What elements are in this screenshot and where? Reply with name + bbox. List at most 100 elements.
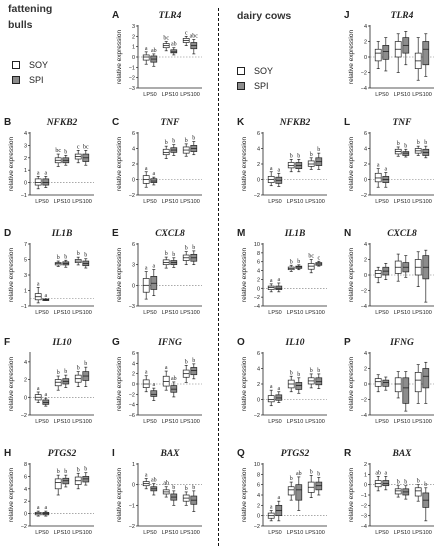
- sig-letter-g-lps0-soy: a: [145, 370, 148, 376]
- x-tick-label-b-2: LPS100: [72, 199, 92, 205]
- x-tick-label-d-2: LPS100: [72, 310, 92, 316]
- y-tick-label-m-3: 2: [257, 277, 260, 283]
- sig-letter-d-lps10-soy: b: [57, 255, 60, 261]
- y-tick-label-e-2: 3: [132, 263, 135, 269]
- panel-letter-j: J: [344, 10, 350, 21]
- sig-letter-d-lps0-spi: a: [44, 293, 47, 299]
- sig-letter-f-lps100-spi: b: [84, 361, 87, 367]
- box-a-lps10-spi: [170, 49, 178, 54]
- panel-title-f: IL10: [52, 338, 72, 348]
- y-tick-label-g-6: 6: [132, 351, 135, 357]
- y-axis-label-j: relative expression: [348, 30, 355, 85]
- group-title-line2: bulls: [8, 19, 33, 31]
- panel-title-b: NFKB2: [46, 118, 78, 128]
- sig-letter-l-lps100-spi: b: [424, 140, 427, 146]
- y-axis-label-l: relative expression: [348, 137, 355, 192]
- sig-letter-l-lps100-soy: b: [417, 140, 420, 146]
- panel-title-q: PTGS2: [281, 449, 310, 459]
- sig-letter-b-lps100-soy: c: [77, 144, 80, 150]
- y-axis-label-p: relative expression: [348, 357, 355, 412]
- sig-letter-d-lps100-soy: b: [77, 251, 80, 257]
- x-tick-label-p-2: LPS100: [412, 419, 432, 425]
- y-tick-label-a-3: 0: [132, 55, 135, 61]
- panel-letter-p: P: [344, 337, 351, 348]
- y-tick-label-r-1: −3: [361, 514, 367, 520]
- box-p-lps100-soy: [414, 372, 422, 393]
- sig-letter-h-lps100-spi: b: [84, 467, 87, 473]
- legend-label-spi: SPI: [254, 81, 269, 91]
- y-tick-label-h-4: 6: [24, 474, 27, 480]
- sig-letter-m-lps0-soy: a: [270, 278, 273, 284]
- y-tick-label-b-1: 0: [24, 181, 27, 187]
- y-tick-label-h-0: −2: [21, 524, 27, 530]
- y-tick-label-g-2: −2: [129, 392, 135, 398]
- panel-title-d: IL1B: [51, 229, 73, 239]
- y-tick-label-k-3: 4: [257, 147, 260, 153]
- sig-letter-h-lps0-spi: a: [44, 505, 47, 511]
- sig-letter-e-lps10-spi: b: [172, 252, 175, 258]
- x-tick-label-g-0: LPS0: [143, 419, 156, 425]
- sig-letter-r-lps10-spi: b: [404, 480, 407, 486]
- sig-letter-f-lps10-soy: b: [57, 370, 60, 376]
- panel-letter-h: H: [4, 448, 11, 459]
- y-axis-label-d: relative expression: [8, 248, 15, 303]
- sig-letter-h-lps10-spi: b: [64, 469, 67, 475]
- sig-letter-l-lps0-spi: a: [384, 167, 387, 173]
- y-tick-label-g-1: −4: [129, 403, 135, 409]
- y-axis-label-e: relative expression: [116, 248, 123, 303]
- y-tick-label-f-2: 2: [24, 378, 27, 384]
- y-tick-label-m-0: −4: [254, 304, 260, 310]
- y-axis-label-m: relative expression: [241, 248, 248, 303]
- box-f-lps0-spi: [42, 399, 50, 405]
- panel-letter-k: K: [237, 117, 245, 128]
- panel-title-c: TNF: [161, 118, 181, 128]
- box-a-lps0-soy: [142, 54, 150, 61]
- box-b-lps0-spi: [42, 178, 50, 186]
- y-tick-label-j-1: −2: [361, 71, 367, 77]
- sig-letter-o-lps10-soy: b: [290, 370, 293, 376]
- x-tick-label-k-2: LPS100: [305, 199, 325, 205]
- sig-letter-f-lps0-spi: a: [44, 392, 47, 398]
- panel-title-p: IFNG: [389, 338, 414, 348]
- y-tick-label-h-2: 2: [24, 499, 27, 505]
- y-tick-label-r-0: −4: [361, 524, 367, 530]
- y-axis-label-h: relative expression: [8, 468, 15, 523]
- y-tick-label-c-0: −2: [129, 193, 135, 199]
- panel-title-o: IL10: [285, 338, 305, 348]
- sig-letter-d-lps10-spi: b: [64, 254, 67, 260]
- x-tick-label-f-1: LPS10: [54, 419, 71, 425]
- panel-letter-m: M: [237, 228, 245, 239]
- panel-letter-i: I: [112, 448, 115, 459]
- legend-label-soy: SOY: [29, 60, 49, 70]
- sig-letter-k-lps0-spi: a: [277, 167, 280, 173]
- y-tick-label-h-3: 4: [24, 487, 27, 493]
- y-tick-label-i-3: 1: [132, 462, 135, 468]
- box-r-lps100-soy: [414, 487, 422, 497]
- panel-letter-b: B: [4, 117, 11, 128]
- y-tick-label-l-1: 0: [364, 178, 367, 184]
- sig-letter-k-lps10-soy: b: [290, 153, 293, 159]
- x-tick-label-j-1: LPS10: [394, 92, 411, 98]
- legend-swatch-soy: [237, 67, 245, 75]
- x-tick-label-a-2: LPS100: [180, 92, 200, 98]
- sig-letter-m-lps10-soy: b: [290, 259, 293, 265]
- y-tick-label-b-5: 4: [24, 131, 27, 137]
- y-tick-label-i-1: −1: [129, 503, 135, 509]
- panel-title-r: BAX: [391, 449, 412, 459]
- sig-letter-o-lps100-soy: b: [310, 368, 313, 374]
- y-tick-label-n-1: −2: [361, 289, 367, 295]
- box-m-lps0-spi: [275, 285, 283, 290]
- x-tick-label-f-0: LPS0: [35, 419, 48, 425]
- y-tick-label-l-3: 4: [364, 147, 367, 153]
- box-q-lps10-soy: [287, 486, 295, 496]
- y-tick-label-m-6: 8: [257, 251, 260, 257]
- legend-item-spi: SPI: [12, 74, 48, 86]
- x-tick-label-e-2: LPS100: [180, 310, 200, 316]
- panel-letter-r: R: [344, 448, 352, 459]
- y-tick-label-o-3: 4: [257, 367, 260, 373]
- sig-letter-e-lps0-soy: a: [145, 266, 148, 272]
- y-tick-label-f-3: 4: [24, 360, 27, 366]
- sig-letter-q-lps0-spi: a: [277, 495, 280, 501]
- sig-letter-a-lps0-soy: a: [145, 46, 148, 52]
- y-tick-label-o-0: −2: [254, 413, 260, 419]
